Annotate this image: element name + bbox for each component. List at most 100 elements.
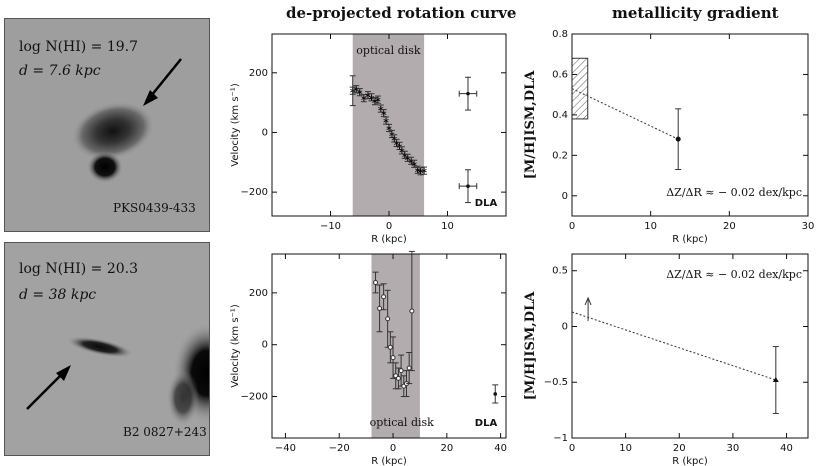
y-tick-label: 0.8 — [552, 29, 568, 40]
galaxy-point: ∗ — [417, 167, 425, 177]
dla-label: DLA — [475, 418, 498, 429]
x-tick-label: 0 — [386, 221, 392, 232]
galaxy-point — [395, 375, 401, 381]
x-tick-label: 0 — [569, 221, 575, 232]
rotation-curve-top-svg: −10 0 10 −200 0 200 R (kpc) Velocity (km s⁻¹) op… — [230, 33, 507, 245]
y-tick-label: −200 — [241, 187, 268, 198]
y-axis-label: Velocity (km s⁻¹) — [230, 83, 241, 167]
x-tick-label: 40 — [780, 443, 793, 454]
galaxy-point: ∗ — [385, 124, 393, 134]
metallicity-gradient-top-svg: 0 10 20 30 0 0.2 0.4 0.6 0.8 R (kpc) [M/H]ISM,DLA Δ… — [523, 29, 815, 245]
x-tick-label: 40 — [494, 443, 507, 454]
y-tick-label: 200 — [249, 288, 268, 299]
optical-disk-shade — [352, 34, 425, 216]
x-axis-label: R (kpc) — [672, 234, 708, 245]
y-tick-label: 200 — [249, 68, 268, 79]
rotation-curve-top: −10 0 10 −200 0 200 R (kpc) Velocity (km s⁻¹) op… — [222, 26, 512, 248]
rotation-curve-title: de-projected rotation curve — [286, 4, 517, 22]
galaxy-point — [387, 344, 393, 350]
galaxy-point: ∗ — [414, 166, 422, 176]
optical-disk-label: optical disk — [356, 44, 421, 57]
x-tick-label: −20 — [329, 443, 350, 454]
y-tick-label: −1 — [553, 433, 568, 444]
dla-point — [466, 91, 470, 96]
galaxy-point — [385, 316, 391, 322]
y-tick-label: 0.4 — [552, 110, 568, 121]
galaxy-point: ∗ — [393, 139, 401, 149]
galaxy-point: ∗ — [374, 96, 382, 106]
x-axis-label: R (kpc) — [371, 456, 407, 466]
galaxy-point: ∗ — [368, 93, 376, 103]
plot-frame — [571, 253, 809, 439]
galaxy-point — [406, 365, 412, 371]
top-distance-label: d = 7.6 kpc — [19, 63, 101, 79]
x-axis-label: R (kpc) — [371, 234, 407, 245]
galaxy-point — [377, 305, 383, 311]
x-tick-label: 0 — [390, 443, 396, 454]
hatched-disk-metallicity — [571, 57, 589, 120]
x-tick-label: 10 — [644, 221, 657, 232]
bottom-nhi-label: log N(HI) = 20.3 — [19, 261, 139, 277]
x-tick-label: 30 — [727, 443, 740, 454]
x-tick-label: 10 — [619, 443, 632, 454]
galaxy-point: ∗ — [404, 154, 412, 164]
y-tick-label: 0.5 — [552, 266, 568, 277]
metallicity-gradient-bottom-svg: 0 10 20 30 40 −1 −0.5 0 0.5 R (kpc) [M/H]ISM,DLA ΔZ… — [523, 253, 809, 466]
optical-disk-shade — [371, 254, 420, 438]
dla-point — [675, 136, 681, 142]
x-tick-label: 20 — [723, 221, 736, 232]
galaxy-point — [373, 280, 379, 286]
galaxy-point: ∗ — [382, 117, 390, 127]
y-tick-label: 0.6 — [552, 69, 568, 80]
y-axis-label: Velocity (km s⁻¹) — [230, 304, 241, 388]
plot-frame — [571, 33, 809, 217]
galaxy-image-bottom: log N(HI) = 20.3 d = 38 kpc B2 0827+243 — [4, 242, 210, 456]
galaxy-image-top: log N(HI) = 19.7 d = 7.6 kpc PKS0439-433 — [4, 18, 210, 232]
galaxy-point: ∗ — [352, 85, 360, 95]
galaxy-point: ∗ — [380, 109, 388, 119]
gradient-line — [571, 311, 776, 381]
bottom-object-name: B2 0827+243 — [123, 425, 207, 439]
y-axis-label: [M/H]ISM,DLA — [523, 70, 538, 180]
y-tick-label: 0 — [262, 127, 268, 138]
galaxy-point: ∗ — [356, 88, 364, 98]
galaxy-point — [409, 308, 415, 314]
gradient-label: ΔZ/ΔR ≈ − 0.02 dex/kpc — [666, 268, 802, 281]
galaxy-image-bottom-graphic — [5, 243, 209, 455]
x-axis-label: R (kpc) — [672, 456, 708, 466]
dla-point — [466, 184, 470, 188]
metallicity-gradient-bottom: 0 10 20 30 40 −1 −0.5 0 0.5 R (kpc) [M/H]ISM,DLA ΔZ… — [520, 250, 818, 466]
galaxy-point — [390, 355, 396, 361]
galaxy-point: ∗ — [401, 151, 409, 161]
plot-frame — [271, 253, 507, 439]
y-tick-label: 0 — [262, 340, 268, 351]
dla-point — [493, 392, 498, 396]
galaxy-point: ∗ — [371, 97, 379, 107]
x-tick-label: 30 — [802, 221, 815, 232]
x-tick-label: 20 — [673, 443, 686, 454]
y-tick-label: 0 — [562, 191, 568, 202]
lower-limit-arrowhead — [584, 296, 592, 306]
y-axis-label: [M/H]ISM,DLA — [523, 291, 538, 401]
top-object-name: PKS0439-433 — [113, 201, 196, 215]
rotation-curve-bottom: −40 −20 0 20 40 −200 0 200 R (kpc) Velocity (km s… — [222, 250, 512, 466]
dla-label: DLA — [475, 198, 498, 209]
galaxy-image-top-graphic — [5, 19, 209, 231]
y-tick-label: −200 — [241, 392, 268, 403]
x-tick-label: −10 — [320, 221, 341, 232]
bottom-distance-label: d = 38 kpc — [19, 287, 97, 303]
metallicity-gradient-title: metallicity gradient — [612, 4, 779, 22]
x-tick-label: 0 — [569, 443, 575, 454]
galaxy-point — [398, 368, 404, 374]
y-tick-label: −0.5 — [544, 377, 568, 388]
galaxy-point: ∗ — [407, 157, 415, 167]
dla-point — [772, 377, 779, 383]
galaxy-point: ∗ — [420, 167, 428, 177]
x-tick-label: 20 — [440, 443, 453, 454]
y-tick-label: 0 — [562, 321, 568, 332]
gradient-label: ΔZ/ΔR ≈ − 0.02 dex/kpc — [666, 186, 802, 199]
galaxy-point: ∗ — [360, 94, 368, 104]
x-tick-label: 10 — [441, 221, 454, 232]
y-tick-label: 0.2 — [552, 150, 568, 161]
galaxy-point: ∗ — [364, 91, 372, 101]
